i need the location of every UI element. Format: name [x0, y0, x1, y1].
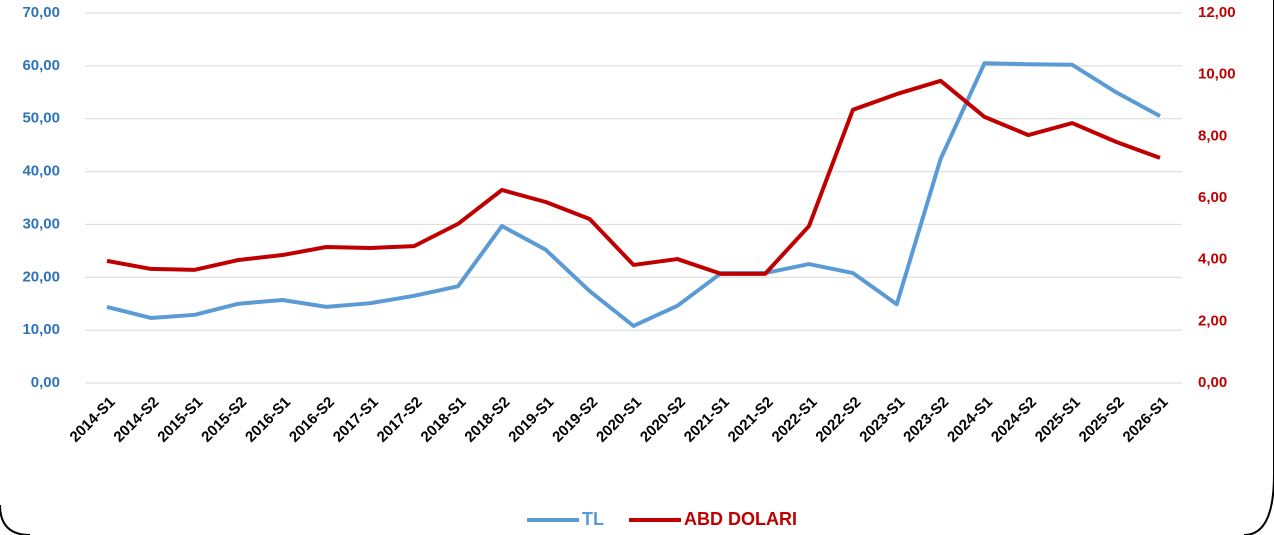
- x-tick-label: 2019-S1: [505, 394, 557, 446]
- x-tick-label: 2015-S1: [154, 394, 206, 446]
- x-tick-label: 2014-S2: [110, 394, 162, 446]
- x-tick-label: 2025-S1: [1032, 394, 1084, 446]
- x-tick-label: 2024-S2: [988, 394, 1040, 446]
- x-tick-label: 2018-S2: [461, 394, 513, 446]
- y-tick-label: 30,00: [22, 215, 60, 232]
- y2-tick-label: 8,00: [1198, 127, 1227, 144]
- x-tick-label: 2017-S2: [374, 394, 426, 446]
- x-tick-label: 2016-S2: [286, 394, 338, 446]
- y-tick-label: 10,00: [22, 321, 60, 338]
- y2-tick-label: 0,00: [1198, 374, 1227, 391]
- legend-label: TL: [582, 509, 604, 529]
- x-tick-label: 2018-S1: [418, 394, 470, 446]
- x-tick-label: 2019-S2: [549, 394, 601, 446]
- x-tick-label: 2026-S1: [1120, 394, 1172, 446]
- x-tick-label: 2023-S1: [856, 394, 908, 446]
- y-tick-label: 70,00: [22, 4, 60, 21]
- y2-tick-label: 12,00: [1198, 4, 1236, 21]
- x-tick-label: 2020-S1: [593, 394, 645, 446]
- y-tick-label: 60,00: [22, 57, 60, 74]
- legend-label: ABD DOLARI: [684, 509, 797, 529]
- x-tick-label: 2022-S1: [769, 394, 821, 446]
- x-tick-label: 2015-S2: [198, 394, 250, 446]
- x-tick-label: 2024-S1: [944, 394, 996, 446]
- x-tick-label: 2020-S2: [637, 394, 689, 446]
- x-tick-label: 2014-S1: [67, 394, 119, 446]
- x-tick-label: 2022-S2: [812, 394, 864, 446]
- y-tick-label: 20,00: [22, 268, 60, 285]
- x-tick-label: 2017-S1: [330, 394, 382, 446]
- x-tick-label: 2016-S1: [242, 394, 294, 446]
- y2-tick-label: 10,00: [1198, 66, 1236, 83]
- series-line: [106, 78, 1161, 276]
- series-line: [106, 61, 1161, 328]
- y2-tick-label: 4,00: [1198, 251, 1227, 268]
- y-tick-label: 0,00: [31, 374, 60, 391]
- x-tick-label: 2023-S2: [900, 394, 952, 446]
- y2-tick-label: 6,00: [1198, 189, 1227, 206]
- y2-tick-label: 2,00: [1198, 312, 1227, 329]
- y-tick-label: 40,00: [22, 163, 60, 180]
- y-tick-label: 50,00: [22, 110, 60, 127]
- x-tick-label: 2021-S1: [681, 394, 733, 446]
- x-tick-label: 2021-S2: [725, 394, 777, 446]
- x-tick-label: 2025-S2: [1076, 394, 1128, 446]
